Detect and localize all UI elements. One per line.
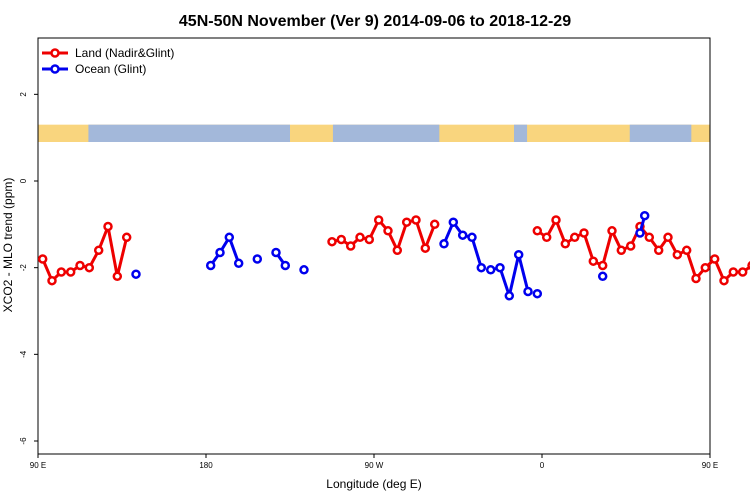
- land-nadir-glint-point: [103, 221, 113, 232]
- ocean-glint-point: [131, 269, 141, 279]
- land-nadir-glint-point: [616, 245, 627, 256]
- land-nadir-glint-point: [401, 217, 412, 227]
- strip-ocean-segment: [88, 124, 291, 142]
- x-tick-label: 90 E: [30, 461, 46, 470]
- y-tick-label: -4: [19, 350, 28, 358]
- land-nadir-glint-point: [569, 232, 580, 243]
- ocean-glint-point: [252, 254, 263, 264]
- land-ocean-strip: [38, 124, 710, 142]
- ocean-glint-line: [442, 220, 483, 269]
- land-nadir-glint-point: [345, 241, 356, 251]
- x-axis-label: Longitude (deg E): [326, 477, 421, 491]
- ocean-glint-point: [439, 239, 449, 249]
- ocean-glint-point: [448, 217, 459, 227]
- land-nadir-glint-point: [737, 267, 748, 277]
- series-layer: [37, 210, 750, 301]
- legend-label-ocean-glint: Ocean (Glint): [75, 62, 146, 76]
- land-nadir-glint-line: [41, 225, 129, 283]
- land-nadir-glint-point: [681, 245, 692, 256]
- land-nadir-glint-point: [392, 245, 403, 256]
- strip-ocean-segment: [514, 124, 528, 142]
- land-nadir-glint-point: [560, 239, 571, 249]
- land-nadir-glint-point: [653, 245, 664, 256]
- ocean-glint-point: [523, 286, 533, 297]
- land-nadir-glint-point: [663, 232, 673, 243]
- land-nadir-glint-point: [429, 219, 440, 230]
- strip-ocean-segment: [332, 124, 440, 142]
- land-nadir-glint-point: [597, 260, 608, 271]
- legend: Land (Nadir&Glint) Ocean (Glint): [42, 46, 174, 76]
- ocean-glint-point: [476, 262, 487, 273]
- x-tick-label: 180: [199, 461, 213, 470]
- ocean-glint-point: [532, 288, 543, 299]
- y-tick-label: -6: [19, 437, 28, 445]
- land-nadir-glint-point: [112, 271, 123, 282]
- ocean-glint-point: [495, 262, 505, 273]
- y-axis: 2 0 -2 -4 -6: [19, 92, 38, 445]
- land-nadir-glint-point: [532, 226, 543, 236]
- land-nadir-glint-point: [607, 226, 617, 236]
- land-nadir-glint-point: [411, 215, 421, 225]
- ocean-glint-line: [209, 235, 241, 267]
- ocean-glint-point: [271, 247, 281, 258]
- ocean-glint-point: [467, 232, 477, 243]
- ocean-glint-point: [205, 260, 216, 271]
- ocean-glint-point: [299, 265, 309, 275]
- land-nadir-glint-point: [700, 262, 711, 273]
- land-nadir-glint-point: [65, 267, 76, 277]
- ocean-glint-point: [635, 228, 645, 238]
- land-nadir-glint-point: [47, 275, 57, 286]
- land-nadir-glint-point: [373, 215, 384, 225]
- legend-marker-ocean-glint: [50, 64, 60, 74]
- land-nadir-glint-point: [719, 275, 729, 286]
- land-nadir-glint-point: [336, 234, 347, 245]
- land-nadir-glint-point: [56, 267, 67, 277]
- x-tick-label: 0: [540, 461, 545, 470]
- land-nadir-glint-point: [84, 262, 95, 273]
- ocean-glint-point: [513, 249, 524, 260]
- y-tick-label: -2: [19, 264, 28, 272]
- x-tick-label: 90 W: [365, 461, 384, 470]
- legend-marker-land-nadir-glint: [50, 48, 60, 58]
- land-nadir-glint-point: [93, 245, 104, 256]
- land-nadir-glint-point: [579, 228, 589, 238]
- strip-ocean-segment: [629, 124, 692, 142]
- land-nadir-glint-point: [364, 234, 375, 245]
- land-nadir-glint-point: [121, 232, 132, 243]
- land-nadir-glint-point: [644, 232, 655, 243]
- ocean-glint-point: [485, 265, 496, 275]
- land-nadir-glint-point: [625, 241, 636, 251]
- ocean-glint-point: [639, 210, 650, 221]
- ocean-glint-point: [457, 230, 468, 240]
- land-nadir-glint-point: [709, 254, 720, 264]
- land-nadir-glint-point: [672, 249, 683, 260]
- x-tick-label: 90 E: [702, 461, 718, 470]
- land-nadir-glint-point: [383, 226, 393, 236]
- ocean-glint-point: [224, 232, 235, 243]
- land-nadir-glint-point: [37, 254, 48, 264]
- land-nadir-glint-point: [541, 232, 552, 243]
- land-nadir-glint-point: [75, 260, 85, 271]
- land-nadir-glint-point: [691, 273, 701, 284]
- land-nadir-glint-point: [588, 256, 599, 266]
- legend-label-land-nadir-glint: Land (Nadir&Glint): [75, 46, 174, 60]
- chart-title: 45N-50N November (Ver 9) 2014-09-06 to 2…: [179, 13, 571, 30]
- y-axis-label: XCO2 - MLO trend (ppm): [1, 178, 15, 313]
- ocean-glint-point: [504, 291, 515, 301]
- land-nadir-glint-point: [728, 267, 739, 277]
- y-tick-label: 0: [19, 178, 28, 183]
- ocean-glint-point: [280, 260, 291, 271]
- ocean-glint-point: [233, 258, 244, 269]
- ocean-glint-line: [490, 253, 530, 298]
- ocean-glint-point: [597, 271, 608, 282]
- land-nadir-glint-point: [420, 243, 431, 253]
- land-nadir-glint-point: [355, 232, 365, 243]
- land-nadir-glint-point: [327, 236, 337, 247]
- ocean-glint-point: [215, 247, 225, 258]
- y-tick-label: 2: [19, 92, 28, 97]
- land-nadir-glint-point: [551, 215, 561, 225]
